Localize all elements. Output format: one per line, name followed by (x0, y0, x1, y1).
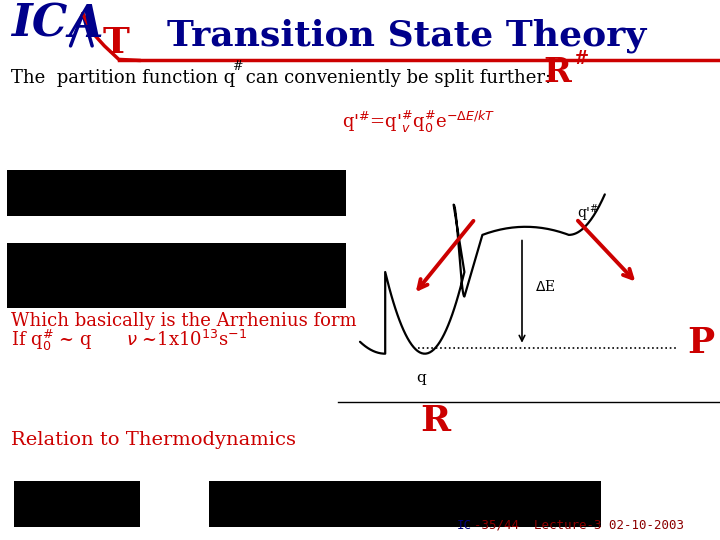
Text: IC: IC (11, 3, 67, 46)
Text: Relation to Thermodynamics: Relation to Thermodynamics (11, 431, 296, 449)
Text: q$'^{\#}$: q$'^{\#}$ (577, 202, 600, 224)
Text: P: P (688, 326, 715, 360)
Text: #: # (574, 50, 589, 69)
Text: If q$_0^{\#}$ ~ q: If q$_0^{\#}$ ~ q (11, 328, 92, 353)
Text: R: R (420, 404, 451, 438)
Bar (7, 170, 346, 216)
Text: -35/44  Lecture-3 02-10-2003: -35/44 Lecture-3 02-10-2003 (474, 519, 684, 532)
Text: can conveniently be split further:: can conveniently be split further: (240, 69, 552, 87)
Bar (209, 481, 601, 526)
Bar (14, 481, 140, 526)
Text: $\Delta$E: $\Delta$E (535, 279, 555, 294)
Text: Which basically is the Arrhenius form: Which basically is the Arrhenius form (11, 312, 356, 330)
Text: Transition State Theory: Transition State Theory (167, 19, 647, 53)
Text: $\nu$ ~1x10$^{13}$s$^{-1}$: $\nu$ ~1x10$^{13}$s$^{-1}$ (126, 330, 247, 350)
Text: A: A (68, 3, 103, 46)
Text: #: # (232, 60, 243, 73)
Text: q: q (416, 371, 426, 385)
Text: The  partition function q: The partition function q (11, 69, 235, 87)
Text: q$'^{\#}$=q$'^{\#}_{v}$q$^{\#}_{0}$e$^{-\Delta E/kT}$: q$'^{\#}$=q$'^{\#}_{v}$q$^{\#}_{0}$e$^{-… (342, 109, 495, 134)
Text: IC: IC (457, 519, 472, 532)
Text: R: R (544, 56, 572, 90)
Text: T: T (103, 26, 130, 60)
Bar (7, 243, 346, 308)
